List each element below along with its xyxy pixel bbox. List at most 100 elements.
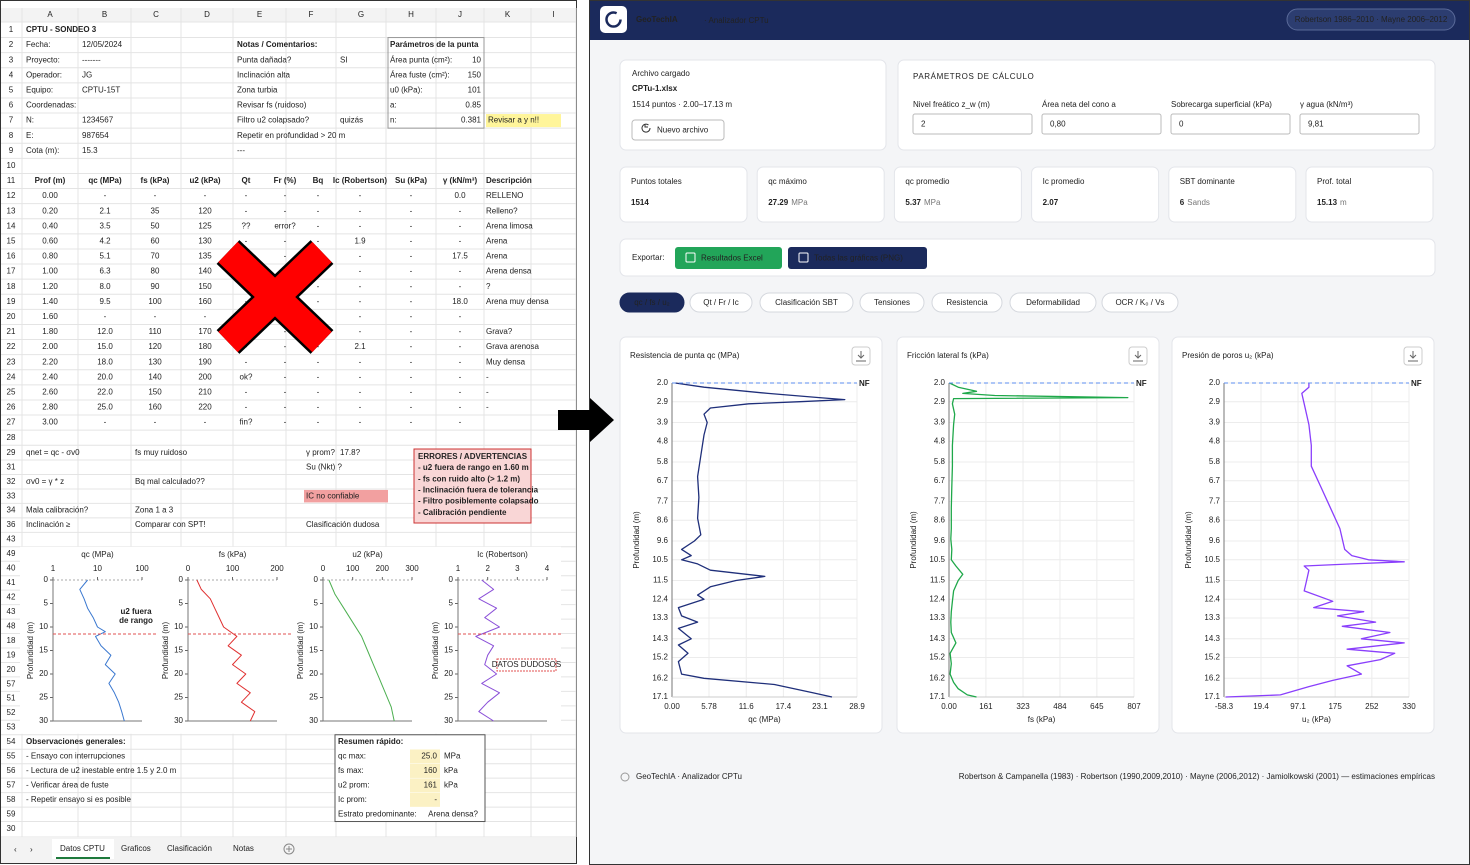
cell-text: - (359, 282, 362, 291)
axis-title: Profundidad (m) (296, 621, 305, 679)
cell-text: Bq (313, 176, 324, 185)
y-tick-label: 5.8 (657, 457, 669, 466)
warning-item: - Calibración pendiente (418, 508, 507, 517)
stat-card (1031, 166, 1160, 223)
x-tick-label: 100 (226, 564, 240, 573)
row-number: 17 (7, 267, 16, 276)
cell-text: σv0 = γ * z (26, 477, 64, 486)
cell-text: Fr (%) (274, 176, 297, 185)
column-letter: G (358, 10, 364, 19)
summary-label: qc max: (338, 752, 366, 761)
row-number: 31 (7, 462, 16, 471)
row-number: 56 (7, 766, 16, 775)
input[interactable] (1170, 113, 1291, 135)
summary-label: u2 prom: (338, 780, 370, 789)
y-tick-label: 12.4 (652, 594, 668, 603)
tab[interactable] (931, 292, 1003, 313)
stat-card (756, 166, 885, 223)
row-number: 13 (7, 206, 16, 215)
button-text: Resultados Excel (701, 254, 763, 263)
cell-text: 220 (198, 403, 212, 412)
cell-text: - (410, 237, 413, 246)
cell-text: - (317, 342, 320, 351)
y-tick-label: 3.9 (934, 418, 946, 427)
cell-text: 90 (151, 282, 160, 291)
y-tick-label: 8.6 (1209, 515, 1221, 524)
cell-text: - (410, 282, 413, 291)
cell-text: 60 (151, 237, 160, 246)
row-number: 41 (7, 578, 16, 587)
cell-text: - (459, 267, 462, 276)
x-tick-label: 161 (979, 702, 993, 711)
row-number: 23 (7, 357, 16, 366)
summary-unit: MPa (444, 752, 461, 761)
tab[interactable] (759, 292, 854, 313)
cell-text: 2.1 (354, 342, 366, 351)
add-sheet-icon (286, 846, 292, 852)
sheet-tab[interactable]: Graficos (121, 844, 151, 853)
y-tick-label: 7.7 (1209, 497, 1221, 506)
cell-text: JG (82, 70, 92, 79)
download-icon (1133, 351, 1143, 362)
cell-text: 2.80 (42, 403, 58, 412)
y-tick-label: 13.3 (929, 613, 945, 622)
row-number: 55 (7, 752, 16, 761)
input[interactable] (912, 113, 1033, 135)
tab-nav[interactable]: › (30, 845, 33, 854)
row-number: 11 (7, 176, 16, 185)
stat-value: 15.13 (1317, 198, 1338, 207)
export-button[interactable] (788, 247, 927, 269)
row-number: 14 (7, 221, 16, 230)
parameter-box (387, 37, 485, 129)
sheet-tab[interactable]: Datos CPTU (60, 844, 105, 853)
stat-value: 5.37 (905, 198, 921, 207)
cell-text: Zona turbia (237, 86, 278, 95)
input-value: 9,81 (1308, 120, 1324, 129)
cell-text: - (459, 312, 462, 321)
x-tick-label: 330 (1402, 702, 1416, 711)
cell-text: - (317, 357, 320, 366)
stat-label: qc promedio (905, 177, 950, 186)
sheet-tab[interactable]: Clasificación (167, 844, 212, 853)
stat-unit: MPa (791, 198, 808, 207)
cell-text: - (410, 357, 413, 366)
column-letter: D (204, 10, 210, 19)
chart-title: Fricción lateral fs (kPa) (907, 351, 989, 360)
chart-title: qc (MPa) (81, 550, 114, 559)
cell-text: - (459, 357, 462, 366)
y-tick-label: 25 (174, 693, 183, 702)
y-tick-label: 15.2 (652, 653, 668, 662)
tab[interactable] (619, 292, 685, 313)
summary-unit: kPa (444, 780, 458, 789)
tab[interactable] (859, 292, 925, 313)
footer-icon (620, 772, 630, 782)
new-file-button[interactable] (631, 119, 725, 141)
y-tick-label: 14.3 (929, 634, 945, 643)
cell-text: 150 (468, 70, 482, 79)
y-tick-label: 10.5 (929, 555, 945, 564)
stat-label: Prof. total (1317, 177, 1351, 186)
cell-text: Punta dañada? (237, 55, 292, 64)
cell-text: Grava arenosa (486, 342, 539, 351)
y-tick-label: 3.9 (657, 418, 669, 427)
cell-text: γ prom? (306, 448, 335, 457)
cell-text: - (317, 418, 320, 427)
sheet-tab[interactable]: Notas (233, 844, 254, 853)
export-button[interactable] (675, 247, 782, 269)
cell-text: - (317, 372, 320, 381)
cell-text: u2 (kPa) (189, 176, 220, 185)
y-axis-title: Profundidad (m) (296, 621, 305, 679)
cell-text: - (410, 297, 413, 306)
tab[interactable] (1009, 292, 1097, 313)
tab[interactable] (1101, 292, 1179, 313)
summary-cell (410, 763, 440, 778)
input[interactable] (1041, 113, 1162, 135)
input[interactable] (1299, 113, 1420, 135)
tab[interactable] (689, 292, 753, 313)
row-number: 7 (9, 116, 14, 125)
footer-right: Robertson & Campanella (1983) · Robertso… (959, 772, 1435, 781)
add-sheet[interactable] (283, 843, 295, 855)
cell-text: 12.0 (97, 327, 113, 336)
tab-nav[interactable]: ‹ (14, 845, 17, 854)
stat: 5.37 MPa (905, 198, 941, 207)
